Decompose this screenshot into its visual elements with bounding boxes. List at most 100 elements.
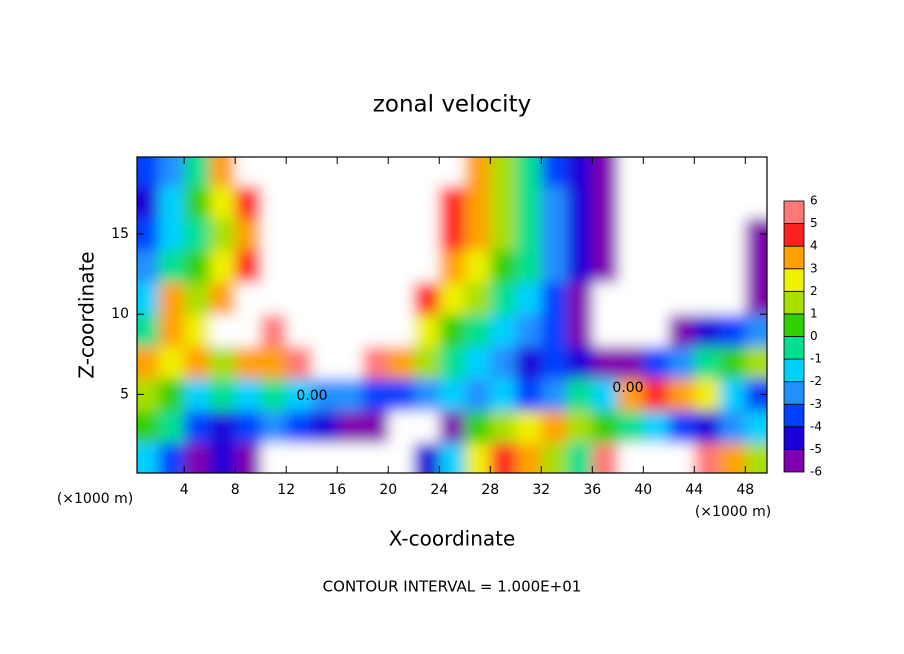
field-cell [643, 185, 670, 219]
colorbar-label: 5 [810, 216, 818, 230]
field-cell [388, 314, 415, 347]
field-cell [719, 378, 746, 411]
field-cell [541, 442, 568, 473]
field-cell [566, 282, 593, 315]
field-cell [337, 378, 364, 411]
field-cell [286, 378, 313, 411]
field-cell [158, 314, 185, 347]
colorbar-box [783, 268, 805, 292]
field-cell [158, 346, 185, 379]
x-tick-label: 40 [634, 482, 652, 498]
colorbar: -6 -5 -4 -3 -2 -1 0 1 2 3 4 5 6 [783, 194, 822, 479]
field-cell [388, 378, 415, 411]
field-cell [566, 378, 593, 411]
field-cell [413, 410, 440, 444]
field-cell [490, 217, 517, 251]
field-cell [337, 217, 364, 251]
field-cell [235, 282, 262, 315]
colorbar-box [783, 245, 805, 270]
field-cell [668, 378, 695, 411]
field-cell [388, 250, 415, 283]
field-cell [311, 250, 338, 283]
field-cell [439, 250, 466, 283]
field-cell [643, 157, 670, 187]
field-cell [592, 314, 619, 347]
field-cell [137, 282, 160, 315]
field-cell [541, 250, 568, 283]
field-cell [137, 250, 160, 283]
field-cell [541, 314, 568, 347]
field-cell [260, 250, 287, 283]
field-cell [694, 378, 721, 411]
field-cell [286, 346, 313, 379]
field-cell [137, 442, 160, 473]
field-cell [260, 157, 287, 187]
field-cell [566, 346, 593, 379]
field-cell [745, 346, 767, 379]
field [137, 157, 767, 473]
x-tick-label: 44 [685, 482, 703, 498]
contour-label: 0.00 [296, 388, 327, 404]
field-cell [337, 314, 364, 347]
field-cell [566, 185, 593, 219]
field-cell [490, 282, 517, 315]
field-cell [413, 185, 440, 219]
colorbar-box [783, 403, 805, 428]
field-cell [515, 217, 542, 251]
field-cell [235, 378, 262, 411]
field-cell [668, 250, 695, 283]
colorbar-label: 4 [810, 239, 818, 253]
field-cell [439, 378, 466, 411]
field-cell [184, 378, 211, 411]
field-cell [490, 185, 517, 219]
colorbar-box [783, 223, 805, 247]
colorbar-label: 1 [810, 306, 818, 320]
field-cell [413, 217, 440, 251]
field-cell [388, 442, 415, 473]
x-tick-label: 12 [277, 482, 295, 498]
field-cell [413, 442, 440, 473]
field-cell [439, 282, 466, 315]
colorbar-label: 6 [810, 194, 818, 208]
field-cell [311, 442, 338, 473]
field-cell [413, 157, 440, 187]
field-cell [643, 217, 670, 251]
field-cell [337, 250, 364, 283]
field-cell [137, 346, 160, 379]
field-cell [668, 185, 695, 219]
field-cell [209, 410, 236, 444]
field-cell [643, 346, 670, 379]
field-cell [362, 442, 389, 473]
x-tick-label: 4 [180, 482, 189, 498]
field-cell [388, 410, 415, 444]
field-cell [362, 346, 389, 379]
field-cell [137, 378, 160, 411]
field-cell [464, 378, 491, 411]
field-cell [566, 314, 593, 347]
field-cell [260, 346, 287, 379]
field-cell [260, 185, 287, 219]
field-cell [541, 282, 568, 315]
colorbar-label: 0 [810, 329, 818, 343]
field-cell [362, 250, 389, 283]
field-cell [209, 282, 236, 315]
field-cell [464, 442, 491, 473]
field-cell [719, 410, 746, 444]
field-cell [592, 217, 619, 251]
field-cell [668, 314, 695, 347]
field-cell [490, 378, 517, 411]
field-cell [362, 314, 389, 347]
x-tick-label: 48 [736, 482, 754, 498]
field-cell [719, 217, 746, 251]
colorbar-box [783, 200, 805, 224]
field-cell [668, 346, 695, 379]
field-cell [745, 250, 767, 283]
field-cell [719, 185, 746, 219]
field-cell [617, 378, 644, 411]
field-cell [745, 157, 767, 187]
field-cell [719, 157, 746, 187]
field-cell [388, 217, 415, 251]
field-cell [439, 346, 466, 379]
field-cell [260, 314, 287, 347]
field-cell [668, 410, 695, 444]
